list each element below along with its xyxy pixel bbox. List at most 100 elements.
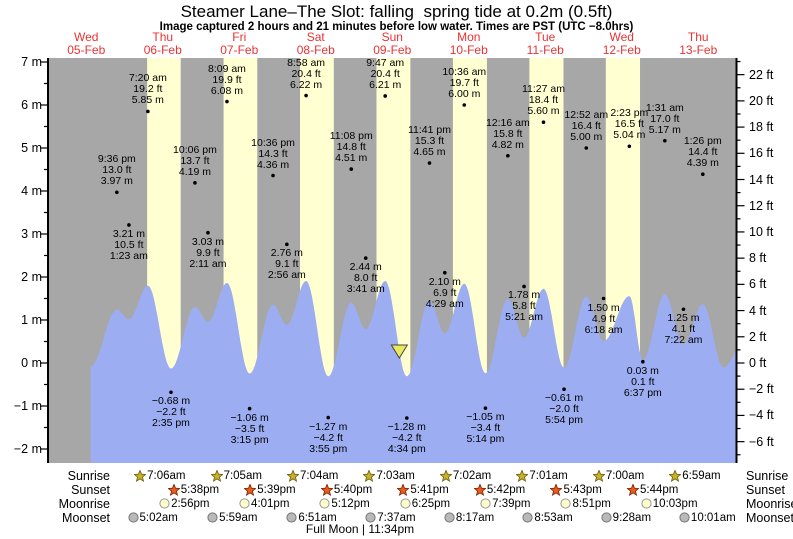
moonset-row-label-right: Moonset [746, 511, 793, 525]
tide-extreme-dot [146, 109, 150, 114]
sunrise-time: 7:05am [223, 469, 262, 482]
sunrise-time: 6:59am [682, 469, 721, 482]
sunset-time: 5:40pm [333, 483, 373, 496]
left-axis-label: 4 m [21, 184, 42, 198]
moonset-moon-icon [365, 512, 376, 523]
sunrise-time: 7:03am [376, 469, 415, 482]
sunrise-star-icon [363, 469, 376, 482]
moonrise-time: 8:51pm [572, 497, 611, 510]
tide-extreme-dot [601, 296, 606, 301]
moonset-time: 5:59am [219, 511, 258, 524]
low-tide-annotation: 0.03 m 0.1 ft 6:37 pm [623, 364, 662, 399]
day-header: Fri 07-Feb [220, 30, 259, 57]
high-tide-annotation: 10:36 pm 14.3 ft 4.36 m [251, 136, 295, 171]
moonrise-time-item: 5:12pm [319, 497, 370, 510]
high-tide-annotation: 10:36 am 19.7 ft 6.00 m [442, 66, 487, 100]
high-tide-annotation: 10:06 pm 13.7 ft 4.19 m [173, 143, 217, 178]
low-tide-annotation: 2.44 m 8.0 ft 3:41 am [346, 261, 385, 296]
tide-extreme-dot [522, 284, 526, 289]
sunset-row-label-left: Sunset [71, 483, 110, 497]
day-header: Thu 13-Feb [679, 30, 718, 57]
moonrise-time-item: 8:51pm [560, 497, 611, 510]
tide-extreme-dot [641, 359, 645, 364]
moonset-time-item: 6:51am [286, 511, 337, 524]
low-tide-annotation: 2.76 m 9.1 ft 2:56 am [267, 247, 306, 282]
sunrise-star-icon [287, 469, 300, 482]
tide-extreme-dot [627, 144, 632, 149]
tide-extreme-dot [701, 172, 705, 177]
sunset-time-item: 5:43pm [550, 483, 602, 496]
tide-extreme-dot [326, 415, 331, 420]
sunset-star-icon [167, 483, 180, 496]
sunset-time: 5:44pm [640, 483, 679, 496]
sunset-time: 5:39pm [257, 483, 296, 496]
tide-extreme-dot [681, 307, 686, 312]
high-tide-annotation: 12:16 am 15.8 ft 4.82 m [485, 116, 530, 151]
left-axis-label: 2 m [21, 270, 42, 284]
moonrise-moon-icon [159, 498, 170, 509]
low-tide-annotation: −1.28 m −4.2 ft 4:34 pm [387, 421, 426, 456]
day-header: Wed 12-Feb [602, 30, 641, 57]
low-tide-annotation: 3.21 m 10.5 ft 1:23 am [109, 227, 148, 262]
day-header: Sun 09-Feb [373, 30, 412, 57]
high-tide-annotation: 8:58 am 20.4 ft 6.22 m [287, 56, 326, 91]
sunrise-time-item: 7:00am [592, 469, 644, 482]
right-axis-label: 8 ft [749, 251, 767, 266]
moonrise-row-label-left: Moonrise [58, 497, 110, 511]
left-axis-label: 0 m [21, 356, 42, 370]
right-axis-label: 2 ft [749, 329, 767, 344]
low-tide-annotation: 1.25 m 4.1 ft 7:22 am [664, 312, 703, 347]
tide-extreme-dot [562, 387, 566, 392]
moonset-moon-icon [522, 512, 533, 523]
high-tide-annotation: 12:52 am 16.4 ft 5.00 m [564, 109, 609, 143]
moonset-moon-icon [207, 512, 218, 523]
moonset-time: 5:02am [139, 511, 178, 524]
tide-extreme-dot [663, 138, 667, 143]
moonrise-moon-icon [319, 498, 330, 509]
tide-extreme-dot [193, 181, 197, 185]
sunrise-time-item: 7:01am [516, 469, 568, 482]
sunrise-time: 7:06am [147, 469, 186, 482]
moonrise-time-item: 7:39pm [480, 497, 530, 510]
sunset-time-item: 5:39pm [244, 483, 296, 496]
right-axis-label: 6 ft [749, 277, 767, 292]
right-axis-label: 4 ft [749, 303, 767, 318]
sunset-time-item: 5:41pm [397, 483, 449, 496]
tide-extreme-dot [442, 270, 447, 275]
tide-extreme-dot [304, 93, 308, 98]
sunset-star-icon [397, 483, 410, 496]
moonset-time: 8:53am [534, 511, 573, 524]
sunset-star-icon [320, 483, 333, 496]
sunrise-time-item: 6:59am [669, 469, 721, 482]
left-axis-label: −1 m [13, 399, 42, 413]
moonset-moon-icon [679, 512, 690, 523]
high-tide-annotation: 9:36 pm 13.0 ft 3.97 m [97, 153, 136, 188]
sunset-time-item: 5:40pm [320, 483, 373, 496]
day-header: Sat 08-Feb [296, 30, 335, 57]
sunset-time-item: 5:42pm [473, 483, 525, 496]
moonset-moon-icon [127, 512, 139, 523]
sunset-star-icon [550, 483, 563, 496]
moonrise-moon-icon [239, 498, 250, 509]
tide-extreme-dot [541, 120, 546, 124]
right-axis-label: 20 ft [749, 93, 774, 108]
moonrise-moon-icon [400, 498, 411, 509]
tide-extreme-dot [169, 390, 173, 395]
low-tide-annotation: 3.03 m 9.9 ft 2:11 am [189, 235, 227, 270]
moonset-time-item: 7:37am [365, 511, 416, 524]
right-axis-label: −6 ft [749, 434, 774, 449]
sunrise-star-icon [669, 469, 682, 482]
tide-extreme-dot [349, 167, 354, 171]
moonrise-moon-icon [560, 498, 572, 509]
current-time-marker [390, 344, 409, 359]
high-tide-annotation: 2:23 pm 16.5 ft 5.04 m [610, 107, 649, 142]
left-axis-label: 3 m [21, 227, 42, 241]
low-tide-annotation: 2.10 m 6.9 ft 4:29 am [425, 275, 464, 310]
moonset-time: 10:01am [690, 511, 736, 524]
right-axis-label: 14 ft [749, 172, 774, 187]
moonset-time-item: 5:02am [127, 511, 178, 524]
moonrise-time: 4:01pm [251, 497, 290, 510]
